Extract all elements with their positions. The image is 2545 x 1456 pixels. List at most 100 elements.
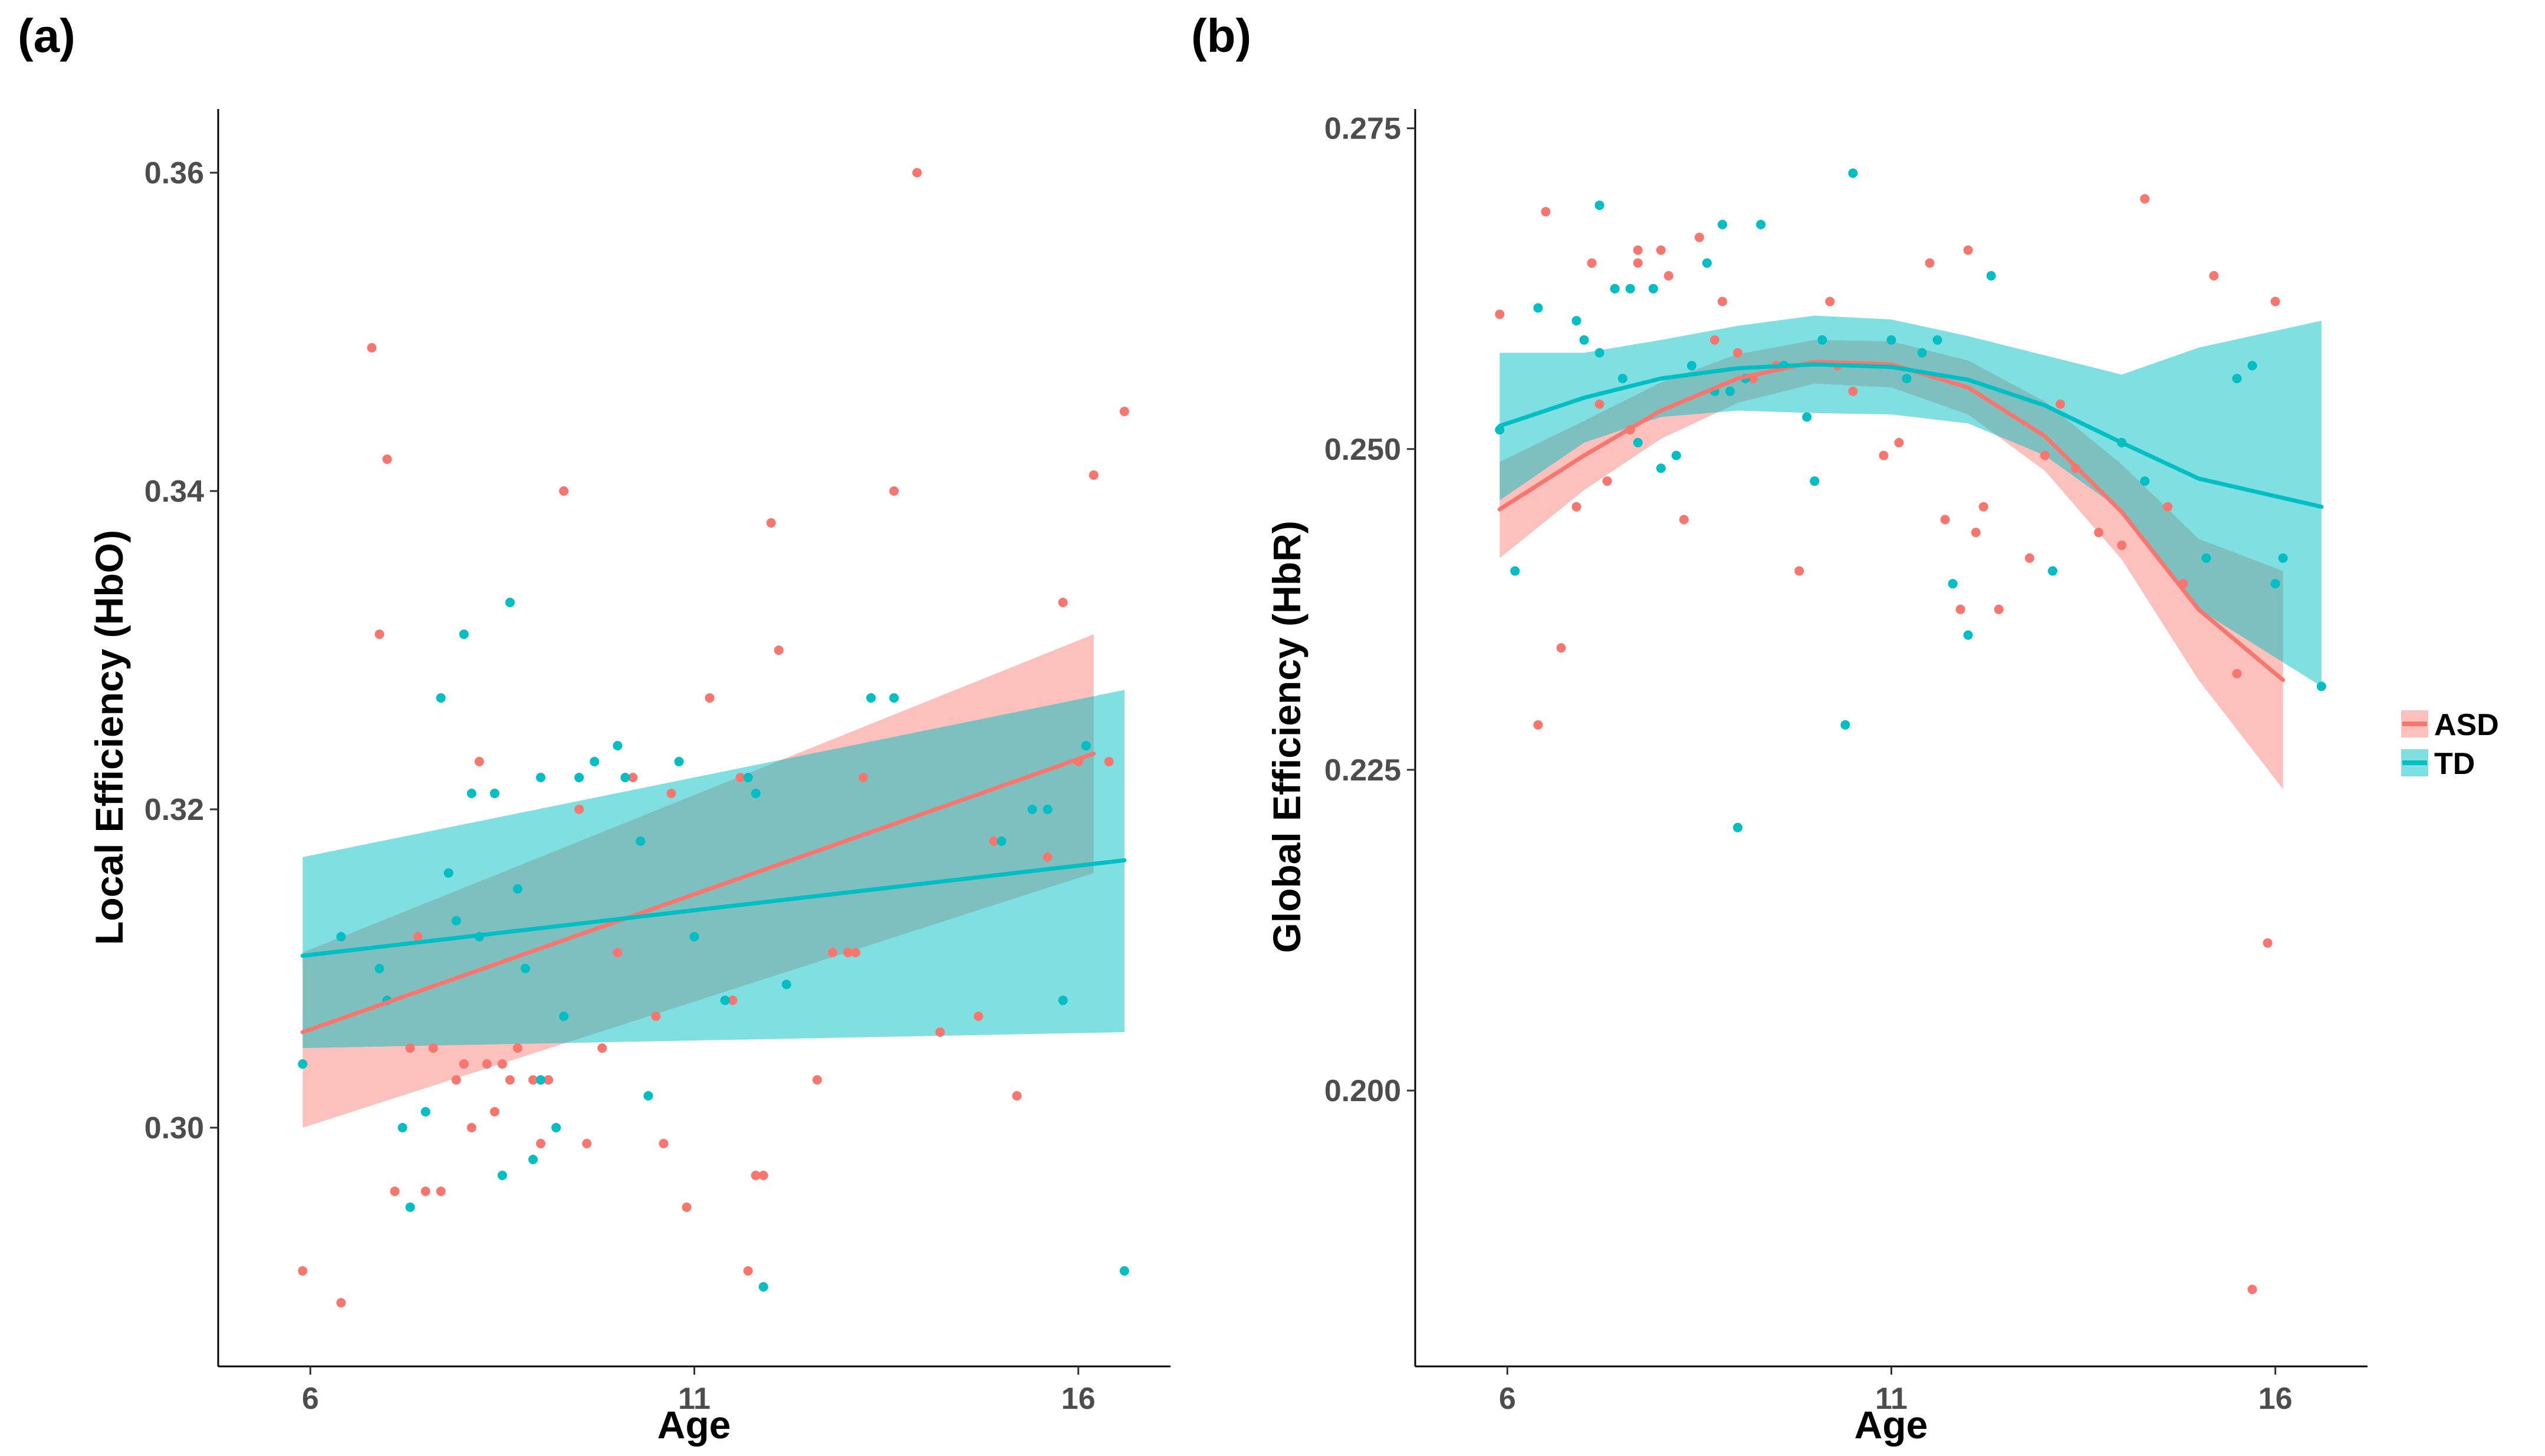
panel-b-asd-point xyxy=(1940,515,1950,525)
panel-b-td-confidence-band xyxy=(1500,315,2322,687)
panel-b-asd-point xyxy=(1541,207,1551,217)
panel-a-asd-point xyxy=(428,1043,438,1053)
legend-label-asd: ASD xyxy=(2434,708,2499,742)
panel-a-asd-point xyxy=(774,645,784,655)
panel-b-asd-point xyxy=(2094,528,2104,538)
panel-b-y-tick-label: 0.250 xyxy=(1324,433,1401,467)
panel-a-asd-point xyxy=(1058,598,1068,607)
panel-a-asd-point xyxy=(536,1139,545,1148)
panel-a-y-tick-label: 0.32 xyxy=(144,793,204,827)
panel-a-asd-point xyxy=(451,1075,461,1085)
panel-b-td-point xyxy=(1840,720,1850,730)
panel-b-asd-point xyxy=(2270,297,2280,307)
panel-a-td-point xyxy=(497,1171,507,1180)
panel-a-asd-point xyxy=(613,948,623,957)
panel-a-td-point xyxy=(1058,996,1068,1005)
panel-b-td-point xyxy=(1718,219,1727,229)
panel-b-td-point xyxy=(2048,566,2057,576)
panel-a-asd-point xyxy=(374,630,384,639)
panel-b-td-point xyxy=(1848,168,1858,178)
panel-a-td-point xyxy=(336,932,346,941)
panel-b-td-point xyxy=(1610,284,1620,294)
panel-b-td-point xyxy=(1510,566,1520,576)
panel-b-y-axis-title: Global Efficiency (HbR) xyxy=(1265,521,1308,953)
panel-b-asd-point xyxy=(1633,245,1643,255)
panel-b-td-point xyxy=(1594,348,1604,358)
panel-a-asd-point xyxy=(597,1043,607,1053)
panel-a-td-point xyxy=(781,980,791,989)
panel-b-asd-point xyxy=(1994,604,2004,614)
panel-a-asd-point xyxy=(1012,1091,1022,1101)
panel-a-td-point xyxy=(505,598,515,607)
panel-a: (a) 6 11 16 0.30 0.32 0.34 0.36 Age Local Effi… xyxy=(18,9,1170,1447)
panel-a-x-tick-label: 6 xyxy=(302,1382,319,1416)
panel-a-asd-point xyxy=(735,773,745,782)
panel-a-asd-point xyxy=(728,996,738,1005)
panel-a-td-point xyxy=(536,1075,545,1085)
panel-b-asd-point xyxy=(1709,335,1719,345)
panel-b-td-point xyxy=(1533,303,1543,313)
panel-b-asd-point xyxy=(2232,668,2242,678)
panel-b-td-point xyxy=(1986,271,1996,281)
legend-label-td: TD xyxy=(2434,747,2475,781)
panel-b-asd-point xyxy=(1971,528,1981,538)
panel-a-asd-point xyxy=(974,1012,984,1021)
panel-b-asd-point xyxy=(1694,232,1704,242)
panel-a-asd-point xyxy=(559,486,569,496)
panel-b-bands xyxy=(1500,315,2322,789)
panel-a-asd-point xyxy=(812,1075,822,1085)
panel-a-asd-point xyxy=(1104,757,1114,766)
panel-b-td-point xyxy=(1886,335,1896,345)
panel-a-points xyxy=(298,168,1129,1307)
panel-a-td-point xyxy=(620,773,630,782)
panel-a-asd-point xyxy=(628,773,638,782)
panel-a-td-point xyxy=(298,1059,308,1069)
panel-a-td-point xyxy=(590,757,600,766)
panel-a-td-point xyxy=(674,757,684,766)
panel-a-asd-point xyxy=(489,1107,499,1116)
panel-a-td-point xyxy=(636,836,646,846)
panel-a-asd-point xyxy=(466,1123,476,1132)
panel-a-asd-point xyxy=(497,1059,507,1069)
panel-a-asd-point xyxy=(935,1027,945,1037)
panel-a-asd-point xyxy=(758,1171,768,1180)
panel-b-asd-point xyxy=(2263,938,2273,948)
panel-a-x-tick-label: 16 xyxy=(1061,1382,1096,1416)
panel-b-td-point xyxy=(2201,553,2211,563)
panel-b-td-point xyxy=(1656,463,1666,473)
panel-a-asd-point xyxy=(390,1187,400,1196)
panel-a-td-point xyxy=(997,836,1007,846)
panel-b-td-point xyxy=(2270,579,2280,589)
panel-a-td-point xyxy=(889,693,899,703)
panel-b-td-point xyxy=(1579,335,1589,345)
panel-a-y-tick-label: 0.36 xyxy=(144,156,204,190)
panel-a-td-point xyxy=(528,1155,538,1164)
panel-a-asd-point xyxy=(544,1075,553,1085)
panel-b-x-tick-label: 11 xyxy=(1875,1382,1908,1416)
panel-a-asd-point xyxy=(889,486,899,496)
panel-a-y-tick-label: 0.30 xyxy=(144,1111,204,1145)
panel-b-asd-point xyxy=(1594,399,1604,409)
panel-a-asd-point xyxy=(766,518,776,528)
panel-b-asd-point xyxy=(2024,553,2034,563)
panel-a-asd-point xyxy=(1089,470,1099,480)
panel-b-asd-point xyxy=(1794,566,1804,576)
panel-b-asd-point xyxy=(1571,502,1581,512)
panel-a-asd-point xyxy=(743,1266,753,1276)
panel-a-asd-point xyxy=(912,168,922,177)
panel-b-asd-point xyxy=(2056,399,2065,409)
legend: ASD TD xyxy=(2401,708,2499,781)
panel-b-td-point xyxy=(2140,476,2150,486)
panel-b-td-point xyxy=(1733,822,1742,832)
panel-b-asd-point xyxy=(2209,271,2219,281)
panel-b-td-point xyxy=(2278,553,2288,563)
panel-a-asd-point xyxy=(666,789,676,798)
panel-a-td-point xyxy=(1027,805,1037,814)
panel-b-asd-point xyxy=(1556,643,1566,653)
panel-a-td-point xyxy=(489,789,499,798)
panel-a-fit-lines xyxy=(300,752,1127,1035)
panel-a-x-tick-label: 11 xyxy=(678,1382,711,1416)
panel-a-asd-point xyxy=(436,1187,446,1196)
panel-b-td-point xyxy=(1594,200,1604,210)
